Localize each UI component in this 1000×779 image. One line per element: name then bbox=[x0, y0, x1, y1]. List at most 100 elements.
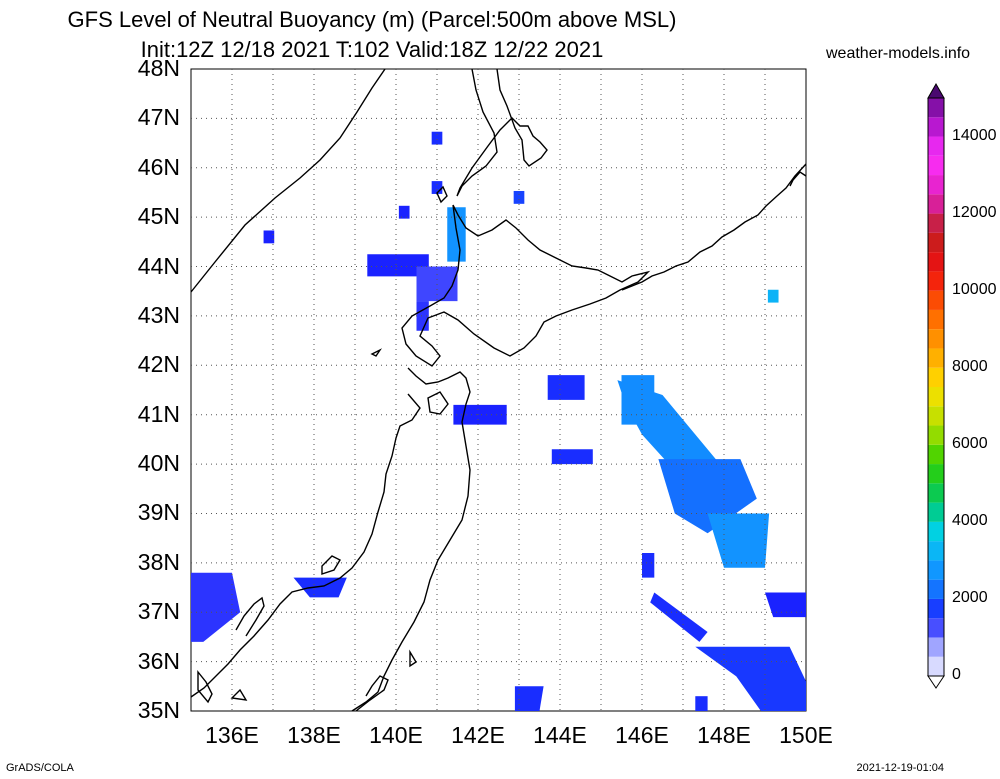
colorbar-label: 4000 bbox=[952, 511, 988, 529]
colorbar-segment bbox=[928, 560, 944, 580]
lon-label: 148E bbox=[697, 722, 751, 748]
lat-label: 37N bbox=[137, 598, 180, 625]
data-cell bbox=[514, 686, 544, 711]
lat-label: 40N bbox=[137, 450, 180, 477]
colorbar-segment bbox=[928, 425, 944, 445]
coast-island-1 bbox=[370, 348, 383, 357]
lat-label: 42N bbox=[137, 351, 180, 378]
data-cell bbox=[695, 646, 806, 711]
data-cell bbox=[191, 572, 241, 642]
lat-label: 44N bbox=[137, 252, 180, 279]
colorbar-bottom-arrow bbox=[927, 675, 945, 689]
lon-label: 136E bbox=[205, 722, 259, 748]
lat-label: 43N bbox=[137, 301, 180, 328]
data-cell bbox=[416, 266, 458, 302]
colorbar-label: 14000 bbox=[952, 126, 997, 144]
colorbar-segment bbox=[928, 155, 944, 176]
site-credit: weather-models.info bbox=[826, 45, 971, 62]
lon-label: 142E bbox=[451, 722, 505, 748]
colorbar-segment bbox=[928, 521, 944, 542]
colorbar-label: 6000 bbox=[952, 434, 988, 452]
data-cell bbox=[650, 592, 708, 642]
colorbar-segment bbox=[928, 175, 944, 195]
colorbar-segment bbox=[928, 329, 944, 349]
coast-honshu bbox=[351, 367, 471, 712]
data-cell bbox=[551, 449, 593, 465]
coast-hokkaido bbox=[401, 204, 651, 367]
footer-left: GrADS/COLA bbox=[6, 762, 74, 774]
colorbar-segment bbox=[928, 348, 944, 368]
colorbar-segment bbox=[928, 464, 944, 484]
coast-mainland bbox=[190, 68, 386, 293]
lat-label: 47N bbox=[137, 104, 180, 131]
colorbar-segment bbox=[928, 541, 944, 561]
lat-label: 48N bbox=[137, 55, 180, 81]
coast-sakhalin bbox=[456, 68, 548, 197]
colorbar-segment bbox=[928, 618, 944, 638]
footer-right: 2021-12-19-01:04 bbox=[856, 762, 944, 774]
coast-oga bbox=[427, 391, 449, 415]
title-line-1: GFS Level of Neutral Buoyancy (m) (Parce… bbox=[67, 7, 677, 32]
colorbar-segment bbox=[928, 598, 944, 619]
data-cell bbox=[707, 513, 770, 568]
coast-sado bbox=[321, 555, 341, 575]
colorbar-segment bbox=[928, 136, 944, 156]
colorbar-segment bbox=[928, 406, 944, 426]
title-line-2: Init:12Z 12/18 2021 T:102 Valid:18Z 12/2… bbox=[140, 37, 604, 62]
lon-label: 138E bbox=[287, 722, 341, 748]
colorbar-segment bbox=[928, 656, 944, 676]
data-cell bbox=[398, 205, 410, 219]
lat-label: 39N bbox=[137, 499, 180, 526]
data-cell bbox=[642, 552, 655, 578]
coast-island-2 bbox=[197, 670, 213, 704]
lon-label: 150E bbox=[779, 722, 833, 748]
colorbar-label: 10000 bbox=[952, 280, 997, 298]
colorbar-label: 2000 bbox=[952, 588, 988, 606]
colorbar-label: 12000 bbox=[952, 203, 997, 221]
coastlines bbox=[190, 68, 807, 712]
data-cell bbox=[513, 190, 525, 204]
lat-label: 38N bbox=[137, 548, 180, 575]
coast-rebun bbox=[436, 185, 448, 204]
data-cell bbox=[431, 181, 443, 194]
coast-island-4 bbox=[409, 649, 417, 668]
colorbar-segment bbox=[928, 252, 944, 272]
colorbar-segment bbox=[928, 444, 944, 465]
colorbar-segment bbox=[928, 637, 944, 657]
colorbar bbox=[927, 82, 945, 689]
data-cell bbox=[695, 696, 708, 711]
lat-label: 41N bbox=[137, 400, 180, 427]
coast-kamchatka-edge bbox=[789, 171, 807, 187]
data-cell bbox=[263, 230, 275, 244]
data-cell bbox=[453, 404, 507, 425]
colorbar-segment bbox=[928, 502, 944, 522]
colorbar-segment bbox=[928, 271, 944, 291]
colorbar-label: 0 bbox=[952, 666, 961, 683]
lat-label: 35N bbox=[137, 697, 180, 723]
colorbar-frame bbox=[927, 97, 945, 677]
lon-label: 144E bbox=[533, 722, 587, 748]
lat-label: 36N bbox=[137, 647, 180, 674]
colorbar-segment bbox=[928, 213, 944, 233]
colorbar-segment bbox=[928, 232, 944, 253]
grid-lines bbox=[191, 69, 806, 711]
colorbar-segment bbox=[928, 98, 944, 118]
data-cell bbox=[431, 131, 443, 145]
coast-kurils bbox=[621, 163, 807, 291]
colorbar-segment bbox=[928, 194, 944, 214]
lat-label: 46N bbox=[137, 153, 180, 180]
colorbar-top-arrow bbox=[927, 82, 945, 99]
colorbar-segment bbox=[928, 309, 944, 330]
coast-noto bbox=[235, 596, 265, 637]
coast-island-3 bbox=[230, 688, 248, 701]
colorbar-segment bbox=[928, 483, 944, 503]
data-cell bbox=[765, 592, 806, 618]
map-frame bbox=[190, 68, 807, 712]
lon-label: 140E bbox=[369, 722, 423, 748]
colorbar-segment bbox=[928, 387, 944, 407]
colorbar-label: 8000 bbox=[952, 357, 988, 375]
data-cell bbox=[767, 289, 779, 303]
colorbar-segment bbox=[928, 117, 944, 137]
data-cell bbox=[547, 375, 585, 400]
